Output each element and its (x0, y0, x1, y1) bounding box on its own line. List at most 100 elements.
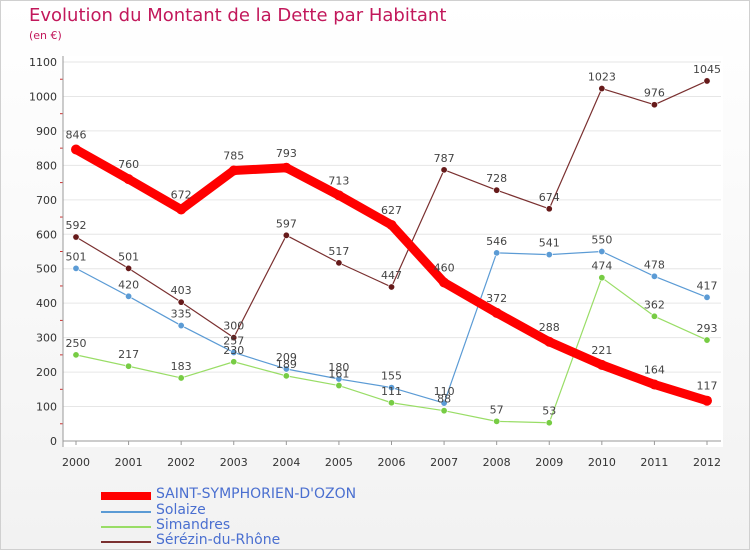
data-point (440, 407, 448, 415)
y-tick-label: 700 (36, 194, 57, 207)
data-point (387, 283, 395, 291)
data-point (177, 374, 185, 382)
data-point (387, 399, 395, 407)
data-label: 183 (171, 360, 192, 373)
data-label: 1045 (693, 63, 721, 76)
data-label: 117 (697, 380, 718, 393)
legend-label: Sérézin-du-Rhône (156, 532, 281, 548)
data-point (545, 205, 553, 213)
data-label: 257 (223, 334, 244, 347)
data-label: 546 (486, 235, 507, 248)
y-tick-label: 0 (50, 435, 57, 448)
data-point (493, 186, 501, 194)
data-label: 155 (381, 370, 402, 383)
data-label: 597 (276, 217, 297, 230)
data-point (598, 248, 606, 256)
y-tick-label: 200 (36, 366, 57, 379)
data-label: 517 (328, 245, 349, 258)
data-point (282, 365, 290, 373)
x-tick-label: 2011 (640, 456, 668, 469)
data-label: 592 (66, 219, 87, 232)
data-label: 1023 (588, 71, 616, 84)
legend-label: Simandres (156, 517, 231, 533)
data-point (281, 162, 292, 173)
x-tick-label: 2002 (167, 456, 195, 469)
data-point (703, 336, 711, 344)
data-point (230, 348, 238, 356)
y-tick-label: 600 (36, 228, 57, 241)
data-label: 474 (591, 260, 612, 273)
data-label: 293 (697, 322, 718, 335)
legend-swatch (101, 492, 151, 500)
data-label: 793 (276, 147, 297, 160)
data-label: 787 (434, 152, 455, 165)
data-label: 541 (539, 237, 560, 250)
data-point (125, 292, 133, 300)
data-label: 335 (171, 308, 192, 321)
data-point (72, 264, 80, 272)
data-point (598, 274, 606, 282)
data-point (545, 419, 553, 427)
data-label: 180 (328, 361, 349, 374)
data-point (71, 144, 81, 155)
data-label: 785 (223, 150, 244, 163)
data-label: 88 (437, 393, 451, 406)
data-point (702, 395, 712, 406)
data-point (493, 417, 501, 425)
data-label: 674 (539, 191, 560, 204)
data-label: 250 (66, 337, 87, 350)
data-point (125, 264, 133, 272)
data-label: 300 (223, 320, 244, 333)
data-point (544, 336, 555, 347)
data-label: 460 (434, 262, 455, 275)
data-point (440, 166, 448, 174)
data-point (650, 101, 658, 109)
data-point (335, 382, 343, 390)
data-label: 728 (486, 172, 507, 185)
data-point (703, 77, 711, 85)
data-label: 221 (591, 344, 612, 357)
data-point (440, 399, 448, 407)
data-point (335, 259, 343, 267)
data-point (228, 165, 239, 176)
x-tick-label: 2008 (483, 456, 511, 469)
data-label: 53 (542, 405, 556, 418)
y-tick-label: 300 (36, 332, 57, 345)
data-label: 550 (591, 234, 612, 247)
x-tick-label: 2001 (115, 456, 143, 469)
data-point (282, 231, 290, 239)
data-label: 217 (118, 348, 139, 361)
data-point (439, 277, 450, 288)
data-point (596, 359, 607, 370)
data-label: 189 (276, 358, 297, 371)
data-label: 760 (118, 158, 139, 171)
data-label: 713 (328, 174, 349, 187)
x-tick-label: 2005 (325, 456, 353, 469)
data-label: 164 (644, 363, 665, 376)
data-label: 403 (171, 284, 192, 297)
y-tick-label: 900 (36, 125, 57, 138)
data-label: 209 (276, 351, 297, 364)
data-label: 447 (381, 269, 402, 282)
data-point (491, 307, 502, 318)
x-tick-label: 2003 (220, 456, 248, 469)
y-tick-label: 500 (36, 263, 57, 276)
data-label: 501 (66, 250, 87, 263)
data-label: 230 (223, 344, 244, 357)
plot-area (63, 56, 723, 447)
data-label: 57 (490, 403, 504, 416)
data-point (333, 190, 344, 201)
legend-swatch (101, 526, 151, 528)
data-label: 111 (381, 385, 402, 398)
data-label: 846 (66, 129, 87, 142)
data-point (703, 293, 711, 301)
x-tick-label: 2009 (535, 456, 563, 469)
data-point (72, 351, 80, 359)
data-point (649, 379, 660, 390)
data-point (177, 298, 185, 306)
x-tick-label: 2012 (693, 456, 721, 469)
data-point (545, 251, 553, 259)
data-label: 362 (644, 298, 665, 311)
chart-subtitle: (en €) (29, 29, 62, 42)
